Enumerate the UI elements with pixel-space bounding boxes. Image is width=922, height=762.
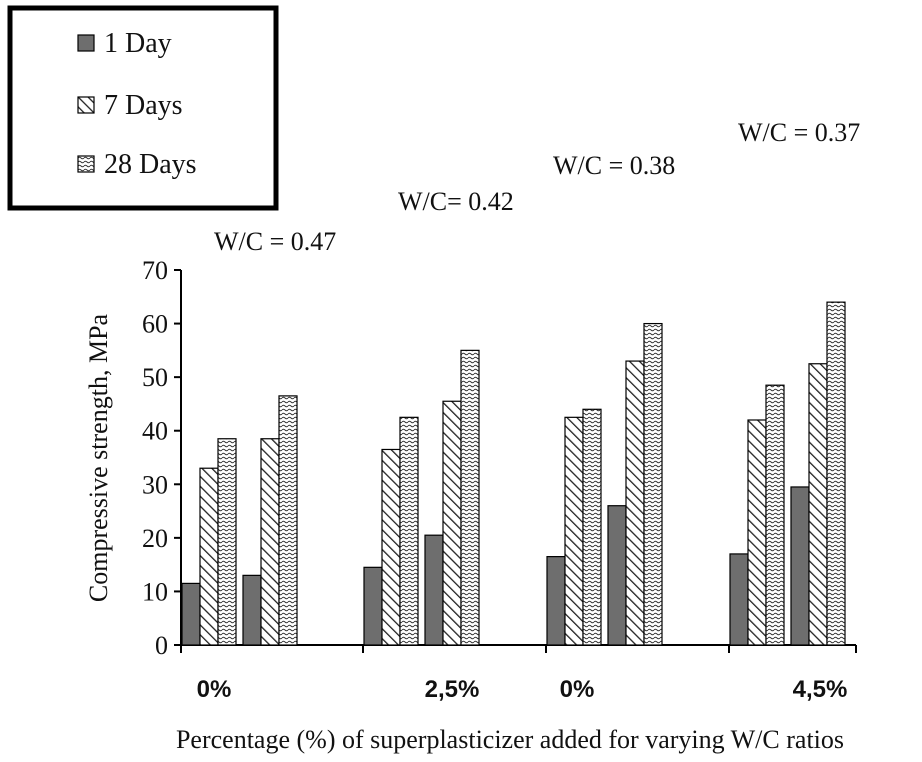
annotation-wc-038: W/C = 0.38: [553, 151, 675, 180]
bar-28-days: [643, 322, 663, 646]
legend-swatch-1-day: [77, 34, 95, 52]
bar-1-day: [181, 582, 201, 646]
y-tick-label: 60: [142, 310, 168, 339]
bar-1-day: [546, 556, 566, 646]
y-tick-label: 20: [142, 524, 168, 553]
bar-28-days: [460, 349, 480, 646]
bar-7-days: [747, 419, 767, 646]
annotation-wc-047: W/C = 0.47: [214, 227, 336, 256]
x-tick-label: 4,5%: [793, 676, 848, 703]
bar-1-day: [607, 505, 627, 646]
y-tick-label: 0: [155, 631, 168, 660]
x-tick-label: 0%: [197, 676, 232, 703]
bar-1-day: [790, 486, 810, 646]
bar-28-days: [582, 408, 602, 646]
bar-7-days: [808, 363, 828, 646]
y-tick-label: 50: [142, 363, 168, 392]
bar-1-day: [242, 574, 262, 646]
bar-1-day: [363, 566, 383, 646]
bar-28-days: [217, 438, 237, 646]
x-tick-label: 0%: [560, 676, 595, 703]
y-tick-label: 40: [142, 417, 168, 446]
legend-label-28-days: 28 Days: [104, 149, 197, 180]
y-tick-label: 10: [142, 577, 168, 606]
bar-1-day: [424, 534, 444, 646]
annotation-wc-042: W/C= 0.42: [398, 187, 514, 216]
plot-area: 0 10 20 30 40 50 60 70 0% 2,5% 0% 4,5%: [142, 256, 857, 703]
legend-label-1-day: 1 Day: [104, 28, 172, 59]
y-axis-label: Compressive strength, MPa: [84, 313, 113, 602]
x-tick-label: 2,5%: [425, 676, 480, 703]
bar-7-days: [564, 416, 584, 646]
bar-28-days: [826, 301, 846, 646]
legend: 1 Day 7 Days 28 Days: [7, 5, 279, 211]
bar-7-days: [381, 448, 401, 646]
x-axis-label: Percentage (%) of superplasticizer added…: [176, 725, 844, 754]
bar-28-days: [765, 384, 785, 646]
legend-swatch-7-days: [77, 96, 95, 114]
bar-1-day: [729, 553, 749, 646]
bar-7-days: [625, 360, 645, 646]
bar-7-days: [199, 467, 219, 646]
bar-7-days: [442, 400, 462, 646]
bar-28-days: [399, 416, 419, 646]
annotation-wc-037: W/C = 0.37: [738, 118, 860, 147]
bar-7-days: [260, 438, 280, 646]
y-tick-label: 70: [142, 256, 168, 285]
y-tick-label: 30: [142, 470, 168, 499]
legend-swatch-28-days: [77, 155, 95, 173]
bar-28-days: [278, 395, 298, 646]
legend-label-7-days: 7 Days: [104, 90, 183, 121]
